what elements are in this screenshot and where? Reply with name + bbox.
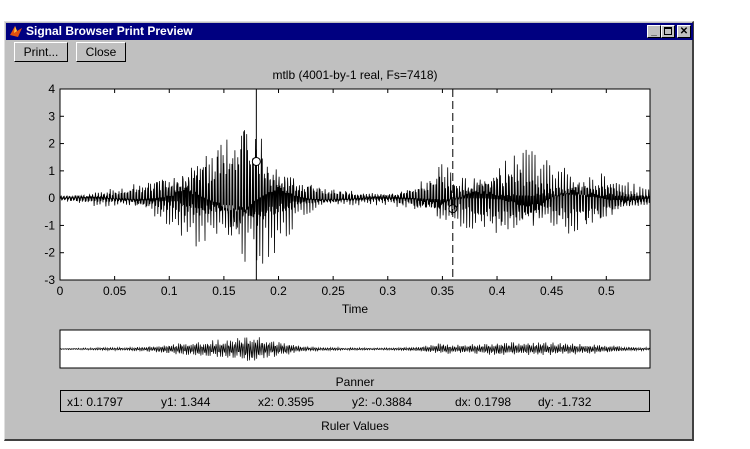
y-tick-label: 1 xyxy=(48,164,55,178)
maximize-button[interactable] xyxy=(661,25,675,38)
ruler-values-label: Ruler Values xyxy=(321,419,389,433)
ruler-values-box: x1: 0.1797 y1: 1.344 x2: 0.3595 y2: -0.3… xyxy=(60,390,650,412)
x-tick-label: 0.1 xyxy=(161,284,178,298)
close-button[interactable]: Close xyxy=(76,42,126,62)
minimize-button[interactable]: _ xyxy=(647,25,661,38)
matlab-logo-icon xyxy=(9,24,23,38)
ruler-y2: y2: -0.3884 xyxy=(352,395,413,409)
y-tick-label: -3 xyxy=(44,273,55,287)
x-axis-label: Time xyxy=(341,302,369,316)
y-tick-label: -2 xyxy=(44,246,55,260)
x-tick-label: 0.5 xyxy=(598,284,615,298)
panner-signal-line xyxy=(59,337,651,361)
ruler-dx: dx: 0.1798 xyxy=(455,395,512,409)
x-tick-label: 0.4 xyxy=(489,284,506,298)
x-tick-label: 0.2 xyxy=(270,284,287,298)
plot-background xyxy=(59,88,651,281)
signal-line xyxy=(59,130,651,264)
x-tick-label: 0.35 xyxy=(431,284,455,298)
x-tick-label: 0.3 xyxy=(379,284,396,298)
x-tick-label: 0.15 xyxy=(212,284,236,298)
x-tick-label: 0.45 xyxy=(540,284,564,298)
y-tick-label: 4 xyxy=(48,82,55,96)
ruler-marker-2 xyxy=(448,204,458,214)
y-tick-label: 3 xyxy=(48,109,55,123)
axes-title: mtlb (4001-by-1 real, Fs=7418) xyxy=(272,68,438,82)
ruler-x2: x2: 0.3595 xyxy=(258,395,315,409)
x-tick-label: 0.05 xyxy=(103,284,127,298)
y-tick-label: -1 xyxy=(44,218,55,232)
title-bar[interactable]: Signal Browser Print Preview _ ✕ xyxy=(6,23,693,40)
main-signal-plot[interactable]: 0 0.05 0.1 0.15 0.2 0.25 0.3 0.35 0.4 0.45 0.5 -3 -2… xyxy=(0,0,700,300)
close-icon: ✕ xyxy=(679,26,689,37)
print-button[interactable]: Print... xyxy=(14,42,68,62)
maximize-icon xyxy=(664,27,672,35)
window-title: Signal Browser Print Preview xyxy=(26,24,193,38)
close-window-button[interactable]: ✕ xyxy=(677,25,691,38)
y-tick-label: 0 xyxy=(48,191,55,205)
ruler-marker-1 xyxy=(251,156,261,166)
x-tick-label: 0.25 xyxy=(321,284,345,298)
ruler-dy: dy: -1.732 xyxy=(538,395,592,409)
minimize-icon: _ xyxy=(651,26,657,37)
y-tick-label: 2 xyxy=(48,137,55,151)
panner-label: Panner xyxy=(335,375,375,389)
x-tick-label: 0 xyxy=(57,284,64,298)
ruler-y1: y1: 1.344 xyxy=(161,395,211,409)
panner-plot[interactable] xyxy=(0,0,700,380)
ruler-x1: x1: 0.1797 xyxy=(67,395,124,409)
